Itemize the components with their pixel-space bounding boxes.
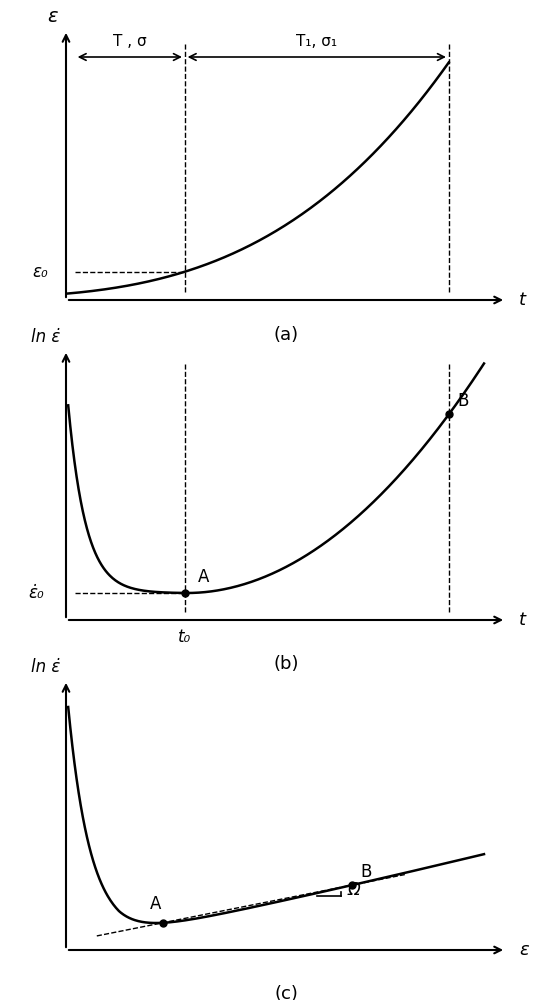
Text: ε̇₀: ε̇₀ — [29, 584, 44, 602]
Text: A: A — [150, 895, 161, 913]
Text: (b): (b) — [273, 655, 299, 673]
Text: (c): (c) — [274, 985, 298, 1000]
Text: (a): (a) — [273, 326, 299, 344]
Text: Ω: Ω — [348, 881, 360, 899]
Text: T , σ: T , σ — [113, 34, 147, 49]
Text: t: t — [519, 291, 526, 309]
Text: t: t — [519, 611, 526, 629]
Text: T₁, σ₁: T₁, σ₁ — [296, 34, 337, 49]
Text: B: B — [361, 863, 372, 881]
Text: ε₀: ε₀ — [33, 263, 48, 281]
Text: ε: ε — [47, 7, 58, 26]
Text: ε: ε — [519, 941, 529, 959]
Text: B: B — [458, 392, 469, 410]
Text: ln ε̇: ln ε̇ — [31, 658, 60, 676]
Text: A: A — [198, 568, 210, 586]
Text: ln ε̇: ln ε̇ — [31, 328, 60, 346]
Text: t₀: t₀ — [178, 628, 191, 646]
